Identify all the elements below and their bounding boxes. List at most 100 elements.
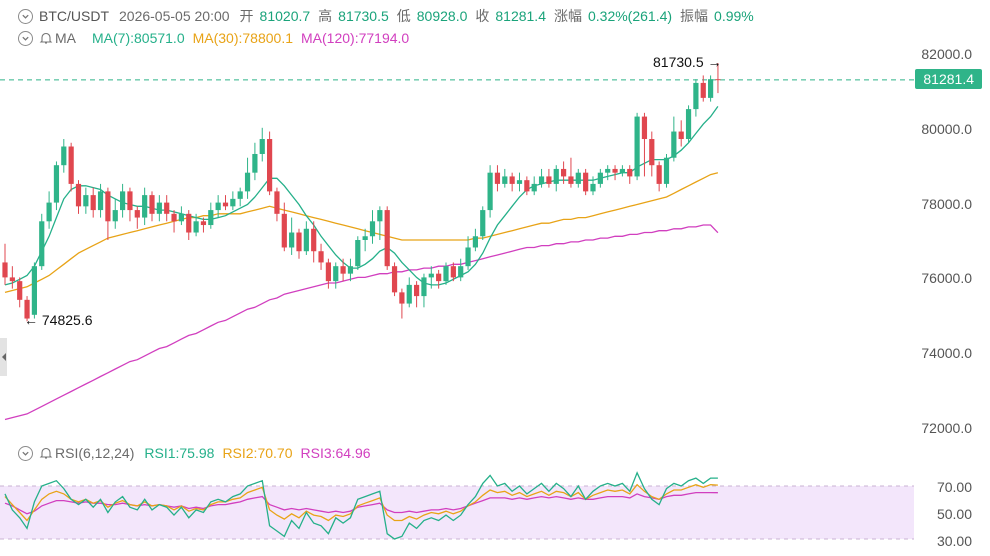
price-axis-tick: 80000.0 [921, 121, 972, 137]
bell-icon[interactable] [39, 31, 53, 45]
ma30-line [4, 172, 719, 294]
candle-body [134, 210, 140, 218]
change-value: 0.32%(261.4) [587, 8, 673, 24]
candle-body [612, 168, 618, 173]
high-value: 81730.5 [338, 8, 389, 24]
bell-icon[interactable] [39, 446, 53, 460]
datetime-label: 2026-05-05 20:00 [119, 8, 230, 24]
expand-left-handle[interactable] [0, 338, 7, 376]
ma120-value: MA(120):77194.0 [301, 30, 410, 46]
candle-body [465, 247, 471, 267]
collapse-chevron-icon[interactable] [18, 30, 33, 46]
candle-body [281, 213, 287, 248]
candle-body [384, 210, 390, 267]
candle-body [487, 172, 493, 211]
candle-body [267, 139, 273, 192]
high-label: 高 [318, 8, 333, 24]
candle-body [685, 109, 692, 140]
collapse-chevron-icon[interactable] [18, 8, 33, 24]
ohlc-header: BTC/USDT 2026-05-05 20:00 开 81020.7 高 81… [0, 6, 762, 26]
candle-body [24, 299, 30, 319]
candle-body [68, 146, 74, 184]
amplitude-value: 0.99% [714, 8, 754, 24]
candle-body [516, 180, 523, 184]
candle-body [619, 168, 625, 173]
ma7-line [4, 106, 719, 286]
open-label: 开 [239, 8, 254, 24]
change-label: 涨幅 [553, 8, 582, 24]
candle-body [472, 236, 478, 248]
candle-body [90, 195, 96, 211]
candle-body [311, 228, 317, 252]
candle-body [399, 292, 405, 304]
arrow-right-icon: → [707, 54, 722, 70]
rsi-axis-tick: 70.00 [936, 479, 972, 495]
candle-body [480, 210, 486, 237]
candle-body [590, 183, 596, 192]
ma-legend: MA MA(7):80571.0 MA(30):78800.1 MA(120):… [0, 28, 409, 48]
candle-body [46, 202, 52, 222]
candle-body [524, 180, 530, 192]
candle-body [237, 191, 243, 199]
candle-body [200, 221, 207, 226]
candle-body [318, 251, 324, 263]
price-axis-tick: 74000.0 [921, 345, 972, 361]
candle-body [531, 183, 537, 192]
low-value: 80928.0 [416, 8, 468, 24]
candle-body [369, 221, 376, 237]
candle-body [156, 202, 162, 214]
candle-body [568, 176, 574, 184]
candle-body [627, 168, 633, 177]
candle-body [325, 262, 331, 282]
price-axis-tick: 78000.0 [921, 196, 972, 212]
candle-body [75, 183, 82, 207]
rsi-title: RSI(6,12,24) [55, 445, 135, 461]
candle-body [186, 213, 192, 233]
rsi3-line [4, 491, 718, 515]
candle-body [428, 273, 434, 278]
candle-body [443, 266, 449, 282]
candle-body [112, 210, 118, 222]
candle-body [494, 172, 501, 184]
candle-body [715, 79, 721, 81]
candle-body [450, 266, 456, 278]
symbol-label: BTC/USDT [39, 8, 109, 24]
candle-body [17, 281, 23, 300]
rsi-axis-tick: 30.00 [936, 533, 972, 549]
low-marker: ← 74825.6 [24, 312, 93, 328]
price-axis-tick: 76000.0 [921, 270, 972, 286]
high-marker: 81730.5 → [653, 54, 722, 70]
candle-body [149, 195, 155, 214]
amplitude-label: 振幅 [680, 8, 709, 24]
rsi3-value: RSI3:64.96 [300, 445, 371, 461]
candle-body [222, 202, 229, 207]
candle-body [333, 266, 339, 282]
candle-body [347, 266, 354, 274]
collapse-chevron-icon[interactable] [18, 445, 33, 461]
candle-body [436, 273, 442, 282]
candle-body [252, 153, 258, 173]
ma120-line [4, 224, 719, 421]
candle-body [605, 168, 611, 173]
candle-body [193, 221, 199, 233]
low-marker-value: 74825.6 [41, 312, 93, 328]
candle-body [597, 172, 603, 184]
candle-body [230, 198, 236, 207]
rsi-legend: RSI(6,12,24) RSI1:75.98 RSI2:70.70 RSI3:… [0, 443, 371, 463]
current-price-tag: 81281.4 [915, 69, 982, 89]
candle-body [178, 213, 184, 222]
candle-body [693, 82, 699, 110]
candle-body [656, 165, 662, 184]
ma30-value: MA(30):78800.1 [192, 30, 294, 46]
rsi-axis-tick: 50.00 [936, 506, 972, 522]
price-axis-tick: 82000.0 [921, 46, 972, 62]
candle-body [2, 262, 8, 278]
open-value: 81020.7 [259, 8, 311, 24]
caret-left-icon [1, 353, 6, 361]
rsi2-value: RSI2:70.70 [222, 445, 293, 461]
ma-title: MA [55, 30, 76, 46]
arrow-left-icon: ← [24, 312, 38, 328]
rsi2-line [4, 483, 718, 522]
candle-body [355, 240, 361, 267]
